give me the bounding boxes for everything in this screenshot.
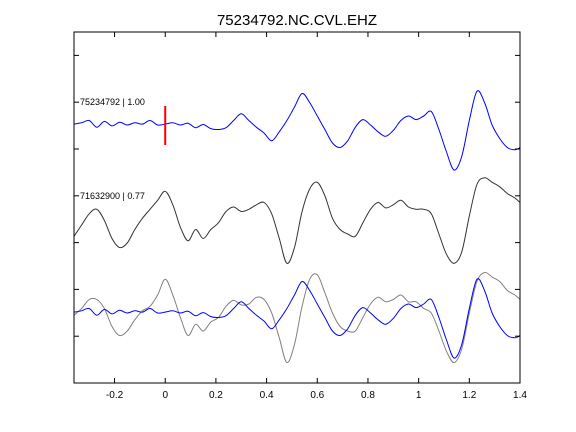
x-tick-label: 1.2: [462, 390, 476, 401]
axis-ticks-layer: -0.2 0 0.2 0.4 0.6 0.8 1 1.2 1.4: [74, 32, 527, 401]
x-tick-label: 0.4: [260, 390, 274, 401]
chart-title: 75234792.NC.CVL.EHZ: [217, 12, 377, 29]
x-tick-label: 1: [416, 390, 422, 401]
traces-layer: [73, 90, 521, 364]
x-tick-label: 0.2: [209, 390, 223, 401]
trace-line-1: [73, 177, 521, 264]
trace-line-3: [73, 278, 521, 359]
x-tick-label: 0.6: [310, 390, 324, 401]
trace-labels-layer: 75234792 | 1.00 71632900 | 0.77: [80, 97, 145, 201]
plot-frame: [73, 31, 521, 384]
trace-line-2: [73, 271, 521, 364]
trace-label-0: 75234792 | 1.00: [80, 97, 145, 107]
x-tick-label: 0: [162, 390, 168, 401]
x-tick-label: -0.2: [106, 390, 124, 401]
trace-line-0: [73, 90, 521, 171]
x-tick-label: 1.4: [513, 390, 527, 401]
x-tick-label: 0.8: [361, 390, 375, 401]
trace-label-1: 71632900 | 0.77: [80, 191, 145, 201]
